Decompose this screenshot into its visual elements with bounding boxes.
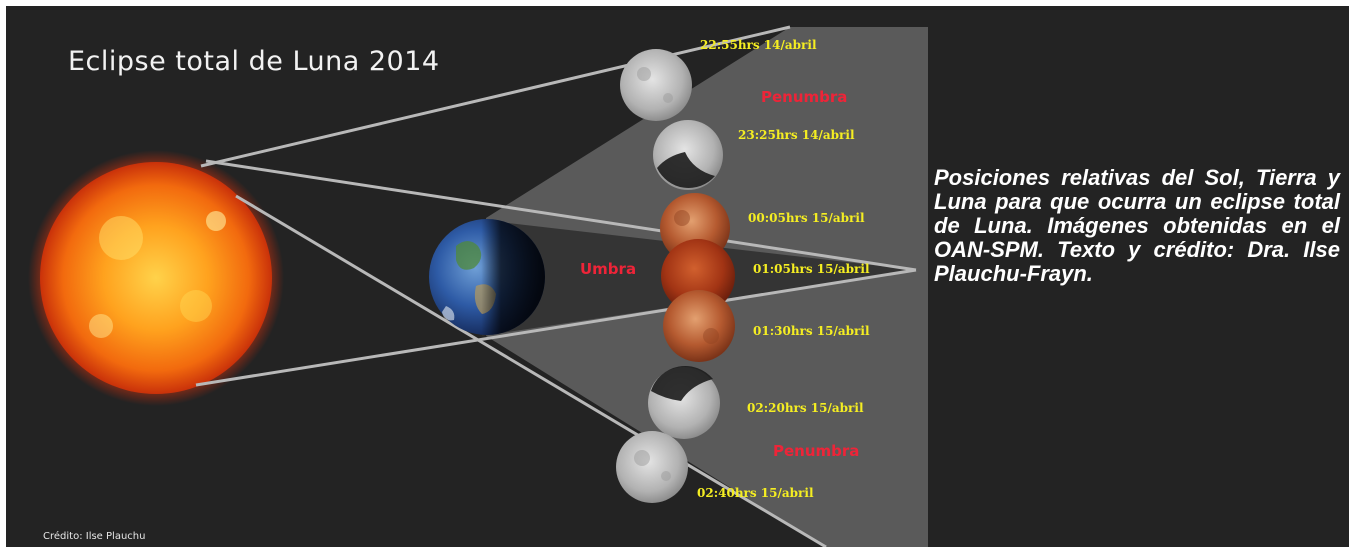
moon-01-30 bbox=[663, 290, 735, 362]
time-label: 22:55hrs 14/abril bbox=[700, 38, 817, 52]
zone-penumbra-bottom: Penumbra bbox=[773, 442, 860, 460]
caption-text: Posiciones relativas del Sol, Tierra y L… bbox=[934, 165, 1340, 286]
eclipse-scene bbox=[28, 25, 928, 547]
moon-01-05 bbox=[661, 239, 735, 313]
tangent-lines bbox=[195, 25, 917, 547]
zone-umbra: Umbra bbox=[580, 260, 637, 278]
time-label: 02:40hrs 15/abril bbox=[697, 486, 814, 500]
time-label: 23:25hrs 14/abril bbox=[738, 128, 855, 142]
moon-02-40 bbox=[616, 431, 688, 503]
image-credit: Crédito: Ilse Plauchu bbox=[43, 531, 146, 542]
moon-22-55 bbox=[620, 49, 692, 121]
time-label: 02:20hrs 15/abril bbox=[747, 401, 864, 415]
time-label: 01:05hrs 15/abril bbox=[753, 262, 870, 276]
moon-02-20 bbox=[648, 365, 720, 439]
moon-23-25 bbox=[653, 120, 723, 190]
diagram-title: Eclipse total de Luna 2014 bbox=[68, 46, 440, 77]
zone-penumbra-top: Penumbra bbox=[761, 88, 848, 106]
time-label: 01:30hrs 15/abril bbox=[753, 324, 870, 338]
time-label: 00:05hrs 15/abril bbox=[748, 211, 865, 225]
eclipse-diagram: Eclipse total de Luna 2014 Umbra Penumbr… bbox=[6, 6, 1349, 547]
